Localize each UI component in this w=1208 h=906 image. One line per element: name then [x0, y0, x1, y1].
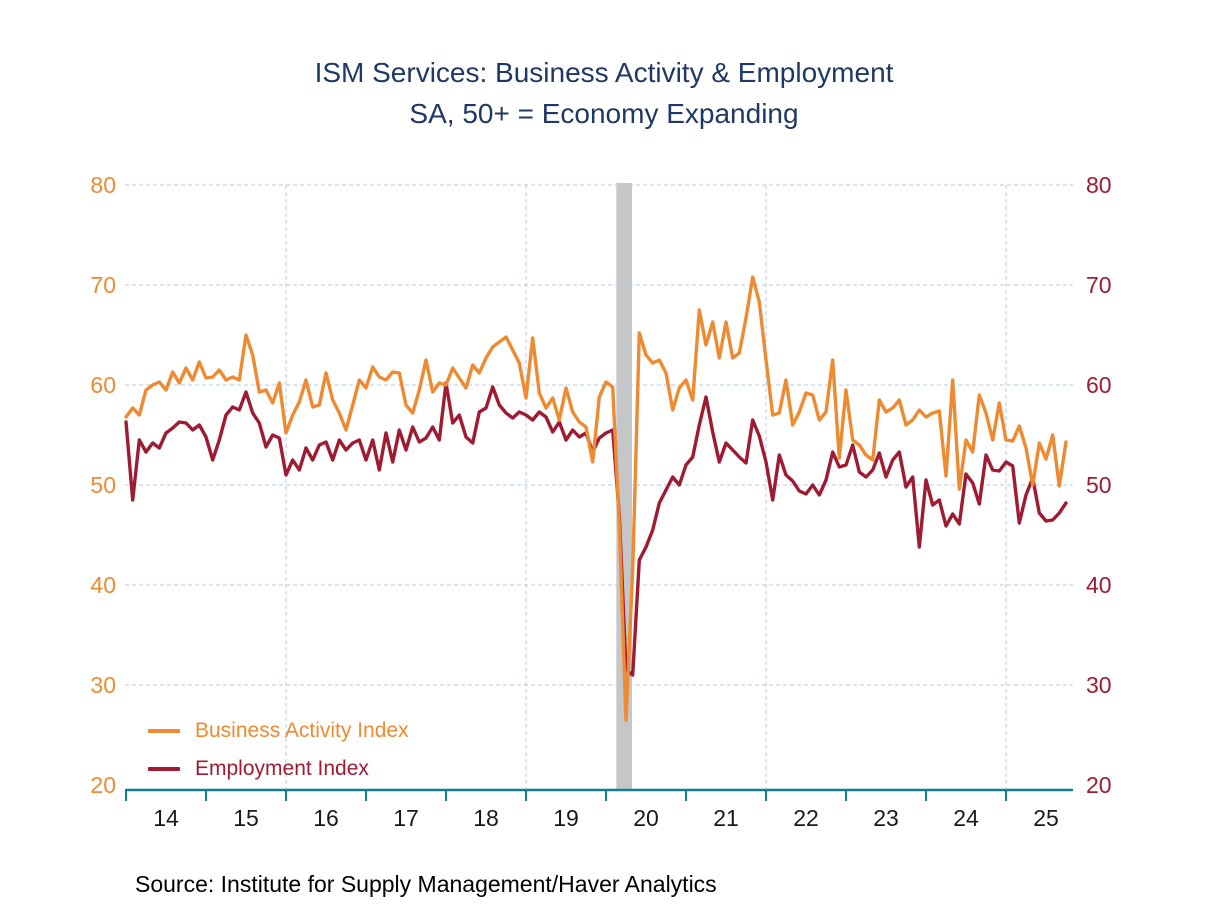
x-axis-label: 17 — [393, 805, 419, 831]
legend-label-business-activity: Business Activity Index — [195, 719, 409, 742]
legend: Business Activity Index Employment Index — [148, 712, 409, 788]
x-axis-label: 22 — [793, 805, 819, 831]
x-axis-label: 19 — [553, 805, 579, 831]
business-activity-line — [124, 275, 1068, 722]
x-axis-label: 25 — [1033, 805, 1059, 831]
y-axis-label-right: 70 — [1086, 272, 1112, 298]
x-axis-label: 20 — [633, 805, 659, 831]
y-axis-label-left: 50 — [90, 472, 116, 498]
y-axis-label-left: 80 — [90, 172, 116, 198]
y-axis-label-right: 80 — [1086, 172, 1112, 198]
legend-label-employment: Employment Index — [195, 757, 369, 780]
y-axis-label-left: 30 — [90, 672, 116, 698]
y-axis-label-left: 20 — [90, 772, 116, 798]
source-note: Source: Institute for Supply Management/… — [135, 871, 717, 897]
x-axis-label: 18 — [473, 805, 499, 831]
x-axis-label: 16 — [313, 805, 339, 831]
legend-item-employment: Employment Index — [148, 750, 409, 788]
y-axis-label-left: 60 — [90, 372, 116, 398]
x-axis-label: 24 — [953, 805, 979, 831]
y-axis-label-right: 40 — [1086, 572, 1112, 598]
y-axis-label-left: 70 — [90, 272, 116, 298]
x-axis-label: 21 — [713, 805, 739, 831]
y-axis-label-right: 20 — [1086, 772, 1112, 798]
x-axis-label: 14 — [153, 805, 179, 831]
chart-title: ISM Services: Business Activity & Employ… — [0, 52, 1208, 134]
y-axis-label-right: 50 — [1086, 472, 1112, 498]
x-axis-label: 15 — [233, 805, 259, 831]
x-axis-label: 23 — [873, 805, 899, 831]
chart-title-line1: ISM Services: Business Activity & Employ… — [314, 57, 894, 88]
business-activity-line-swatch — [148, 729, 180, 733]
y-axis-label-right: 60 — [1086, 372, 1112, 398]
y-axis-label-left: 40 — [90, 572, 116, 598]
chart-title-line2: SA, 50+ = Economy Expanding — [409, 98, 799, 129]
y-axis-label-right: 30 — [1086, 672, 1112, 698]
legend-item-business-activity: Business Activity Index — [148, 712, 409, 750]
employment-line-swatch — [148, 767, 180, 771]
